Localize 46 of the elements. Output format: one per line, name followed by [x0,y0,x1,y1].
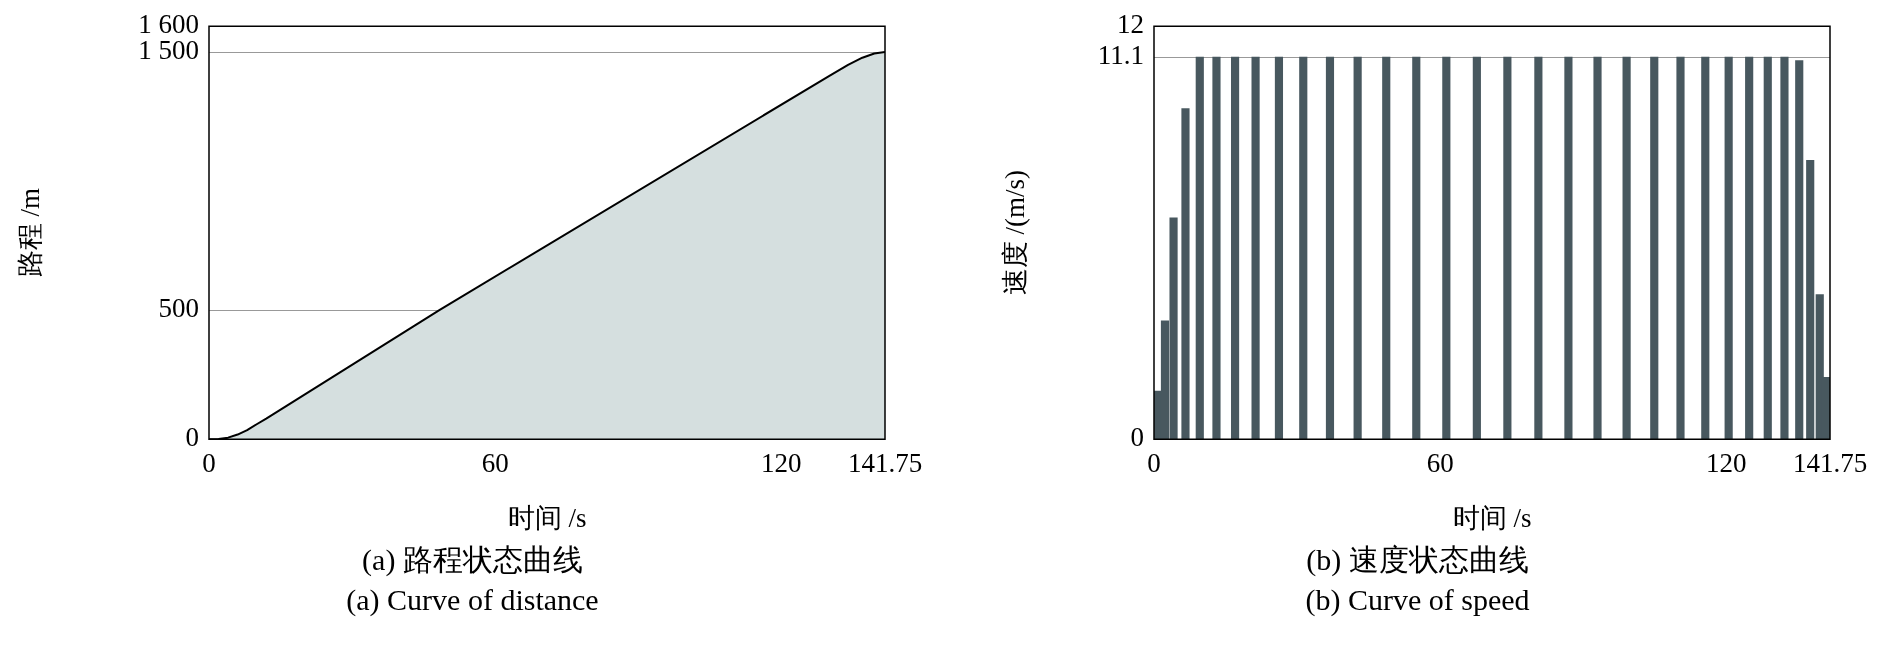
text: (a) Curve of distance [345,582,600,618]
x-tick-label: 120 [1706,448,1747,479]
y-tick-label: 500 [158,293,199,324]
bar [1676,56,1685,440]
bar [1564,56,1573,440]
bar [1181,108,1190,440]
x-tick-label: 60 [1426,448,1454,479]
y-tick-label: 11.1 [1097,40,1144,71]
bar [1534,56,1543,440]
bar [1353,56,1362,440]
bar [1795,60,1804,440]
bar [1622,56,1631,440]
bar [1382,56,1391,440]
text: (a) 路程状态曲线 [361,542,584,578]
x-tick-label: 60 [481,448,509,479]
bar [1412,56,1421,440]
bar [1195,56,1204,440]
text: (b) Curve of speed [1304,582,1531,618]
bar [1806,160,1815,440]
bar [1593,56,1602,440]
y-axis-title: 速度 /(m/s) [1000,170,1031,296]
bar [1745,56,1754,440]
text: (b) 速度状态曲线 [1305,542,1530,578]
y-axis-title: 路程 /m [15,188,46,278]
bar [1724,56,1733,440]
bar [1442,56,1451,440]
bar [1299,56,1308,440]
x-tick-label: 141.75 [1792,448,1868,479]
x-axis-title: 时间 /s [507,502,587,533]
bar [1701,56,1710,440]
bar [1650,56,1659,440]
bar [1503,56,1512,440]
bar [1325,56,1335,440]
y-tick-label: 0 [185,422,199,453]
bar [1212,56,1221,440]
bar [1274,56,1284,440]
bar [1230,56,1240,440]
y-tick-label: 0 [1130,422,1144,453]
bar [1472,56,1481,440]
bar [1251,56,1260,440]
bar [1780,56,1789,440]
bar [1763,56,1772,440]
x-tick-label: 120 [761,448,802,479]
x-tick-label: 141.75 [847,448,923,479]
x-axis-title: 时间 /s [1452,502,1532,533]
y-tick-label: 12 [1117,9,1144,40]
